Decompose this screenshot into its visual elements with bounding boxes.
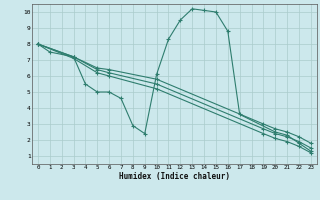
X-axis label: Humidex (Indice chaleur): Humidex (Indice chaleur) (119, 172, 230, 181)
